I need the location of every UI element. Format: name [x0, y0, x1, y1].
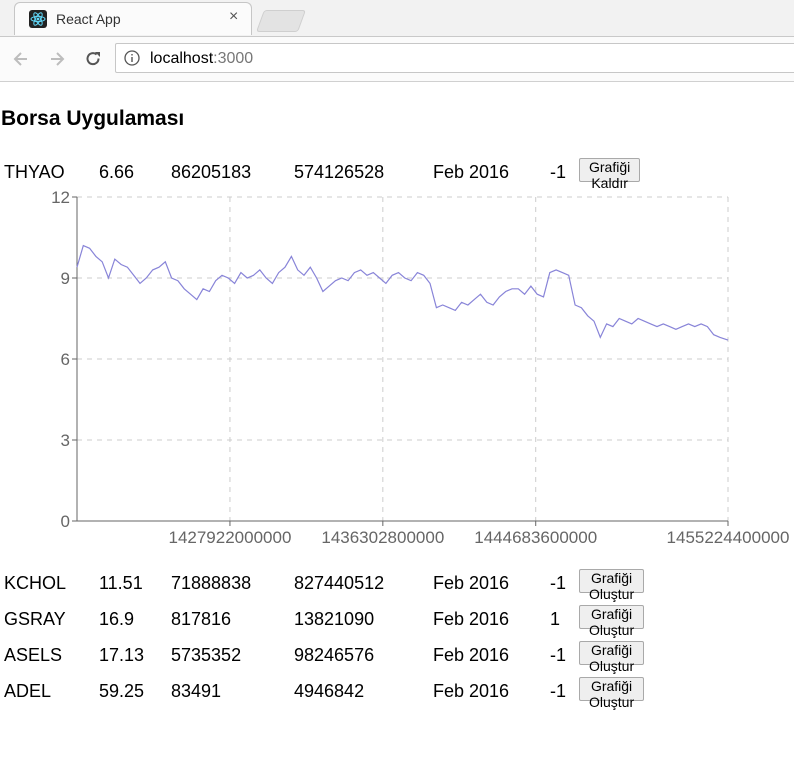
stock-change: -1 [550, 645, 567, 665]
stock-date: Feb 2016 [433, 609, 510, 629]
stock-value: 827440512 [294, 573, 385, 593]
stock-date: Feb 2016 [433, 573, 510, 593]
reload-icon[interactable] [81, 47, 105, 71]
stock-change: -1 [550, 162, 567, 182]
x-tick-label: 1444683600000 [474, 528, 597, 547]
new-tab-button[interactable] [255, 10, 307, 32]
stock-volume: 83491 [171, 681, 222, 701]
x-tick-label: 1455224400000 [667, 528, 790, 547]
stock-symbol: THYAO [4, 162, 65, 182]
remove-chart-button[interactable]: Grafiği Kaldır [579, 158, 641, 191]
forward-arrow-icon[interactable] [45, 47, 69, 71]
price-line-chart: 0 3 6 9 12 1427922000000 1436302800000 14446836… [51, 188, 790, 547]
x-tick-label: 1436302800000 [321, 528, 444, 547]
address-bar[interactable]: localhost:3000 [115, 43, 794, 73]
price-series-line [76, 244, 729, 341]
stock-symbol: GSRAY [4, 609, 66, 629]
stock-change: -1 [550, 573, 567, 593]
stock-volume: 5735352 [171, 645, 242, 665]
create-chart-button[interactable]: Grafiği Oluştur [579, 605, 645, 638]
stock-volume: 817816 [171, 609, 232, 629]
stock-date: Feb 2016 [433, 162, 510, 182]
browser-tabstrip: React App × [0, 0, 794, 37]
y-tick-label: 0 [61, 512, 70, 531]
x-tick-label: 1427922000000 [168, 528, 291, 547]
y-tick-label: 9 [61, 269, 70, 288]
back-arrow-icon[interactable] [9, 47, 33, 71]
y-tick-label: 12 [51, 188, 70, 207]
info-icon[interactable] [124, 50, 140, 71]
stock-value: 574126528 [294, 162, 385, 182]
stock-price: 6.66 [99, 162, 135, 182]
close-tab-icon[interactable]: × [229, 8, 239, 25]
stock-symbol: KCHOL [4, 573, 67, 593]
react-logo-icon [29, 10, 47, 28]
stock-price: 59.25 [99, 681, 145, 701]
stock-value: 4946842 [294, 681, 365, 701]
stock-change: 1 [550, 609, 561, 629]
stock-date: Feb 2016 [433, 681, 510, 701]
stock-price: 17.13 [99, 645, 145, 665]
stock-date: Feb 2016 [433, 645, 510, 665]
create-chart-button[interactable]: Grafiği Oluştur [579, 569, 645, 602]
stock-symbol: ASELS [4, 645, 63, 665]
stock-price: 16.9 [99, 609, 135, 629]
stock-symbol: ADEL [4, 681, 52, 701]
stock-volume: 86205183 [171, 162, 252, 182]
url-host: localhost [150, 50, 214, 67]
stock-value: 98246576 [294, 645, 375, 665]
url-port: :3000 [213, 50, 254, 67]
y-tick-label: 6 [61, 350, 70, 369]
stock-price: 11.51 [99, 573, 143, 593]
stock-volume: 71888838 [171, 573, 252, 593]
page-title: Borsa Uygulaması [1, 107, 185, 130]
create-chart-button[interactable]: Grafiği Oluştur [579, 677, 645, 710]
stock-change: -1 [550, 681, 567, 701]
browser-tab[interactable]: React App × [14, 2, 252, 35]
stock-value: 13821090 [294, 609, 375, 629]
tab-title: React App [56, 11, 121, 27]
create-chart-button[interactable]: Grafiği Oluştur [579, 641, 645, 674]
y-tick-label: 3 [61, 431, 70, 450]
url-text: localhost:3000 [150, 50, 253, 68]
browser-toolbar: localhost:3000 [0, 37, 794, 82]
